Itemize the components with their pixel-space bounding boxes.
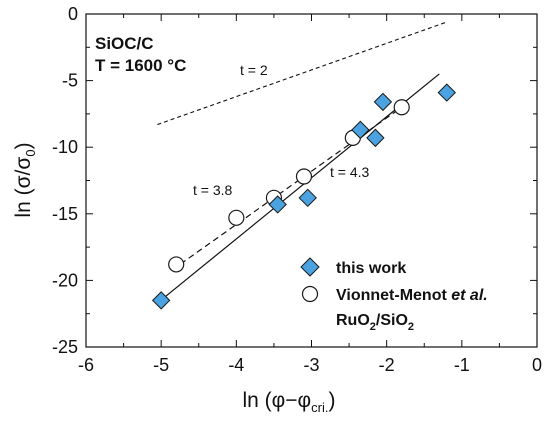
inset-title-temperature: T = 1600 °C	[95, 56, 186, 75]
point-vionnet-menot	[168, 256, 185, 273]
fit-lines	[157, 21, 447, 304]
data-points	[151, 83, 457, 310]
legend-label-vionnet-menot-line2: RuO2/SiO2	[336, 312, 414, 333]
point-this-work	[298, 188, 317, 208]
legend-label-this-work: this work	[336, 260, 406, 277]
point-this-work	[373, 92, 393, 112]
fit-line-dotted	[157, 21, 447, 126]
point-this-work	[437, 83, 457, 102]
point-this-work	[151, 291, 171, 310]
annotation-t-2: t = 2	[240, 62, 268, 78]
point-this-work	[351, 120, 370, 140]
x-tick-label: -6	[78, 355, 94, 375]
point-this-work	[366, 128, 385, 148]
y-tick-label: -25	[52, 337, 78, 357]
inset-title-material: SiOC/C	[95, 34, 154, 53]
legend: this work Vionnet-Menot et al. RuO2/SiO2	[300, 257, 488, 333]
legend-label-vionnet-menot: Vionnet-Menot et al.	[336, 287, 488, 304]
x-tick-label: -4	[228, 355, 244, 375]
y-tick-label: -20	[52, 270, 78, 290]
x-axis-title: ln (φ−φcri.)	[242, 389, 335, 415]
fit-line-solid	[157, 73, 440, 304]
legend-marker-vionnet-menot	[301, 285, 319, 303]
y-tick-label: -15	[52, 204, 78, 224]
y-tick-label: -10	[52, 137, 78, 157]
x-tick-label: -1	[454, 355, 470, 375]
point-vionnet-menot	[295, 168, 313, 185]
x-tick-label: 0	[532, 355, 542, 375]
point-this-work	[268, 195, 287, 214]
axis-ticks: -6 -5 -4 -3 -2 -1 0-25-20-15-10-50	[52, 4, 542, 375]
point-vionnet-menot	[228, 209, 245, 226]
y-tick-label: 0	[68, 4, 78, 24]
annotation-t-4-3: t = 4.3	[330, 164, 370, 180]
fit-line-dashed	[172, 104, 406, 271]
x-tick-label: -2	[379, 355, 395, 375]
annotation-t-3-8: t = 3.8	[193, 182, 233, 198]
y-tick-label: -5	[62, 71, 78, 91]
legend-marker-this-work	[300, 257, 320, 277]
y-axis-title: ln (σ/σ0)	[12, 142, 38, 217]
x-tick-label: -3	[303, 355, 319, 375]
point-vionnet-menot	[393, 99, 410, 116]
x-tick-label: -5	[153, 355, 169, 375]
